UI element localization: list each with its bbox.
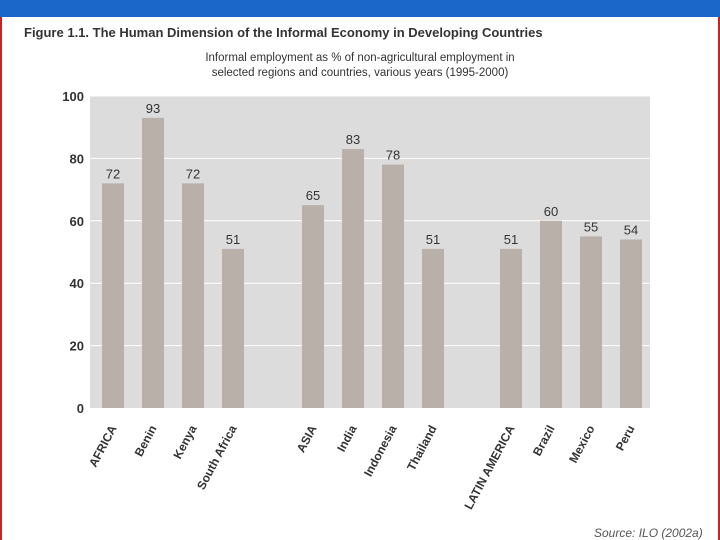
x-tick-label: Mexico [566, 423, 597, 465]
chart-subtitle: Informal employment as % of non-agricult… [170, 51, 550, 81]
data-label: 78 [386, 148, 400, 163]
figure-title: Figure 1.1. The Human Dimension of the I… [24, 25, 543, 40]
data-label: 55 [584, 219, 598, 234]
x-tick-label: AFRICA [86, 423, 120, 470]
subtitle-line-1: Informal employment as % of non-agricult… [205, 52, 515, 64]
data-label: 54 [624, 223, 638, 238]
data-labels: 72 93 72 51 65 83 78 51 51 60 55 54 [106, 101, 638, 247]
bar [302, 205, 324, 408]
data-label: 51 [426, 232, 440, 247]
y-tick-label: 0 [77, 401, 84, 416]
data-label: 51 [226, 232, 240, 247]
x-tick-label: LATIN AMERICA [461, 423, 517, 512]
bar [142, 117, 164, 408]
source-note: Source: ILO (2002a) [594, 526, 703, 540]
data-label: 51 [504, 232, 518, 247]
y-tick-label: 40 [70, 276, 84, 291]
data-label: 60 [544, 204, 558, 219]
y-tick-label: 60 [70, 214, 84, 229]
y-axis-ticks: 0 20 40 60 80 100 [62, 89, 84, 416]
bar [422, 248, 444, 408]
bar [342, 149, 364, 409]
x-tick-label: Peru [613, 423, 638, 453]
x-tick-label: Indonesia [361, 423, 400, 479]
data-label: 72 [106, 166, 120, 181]
x-tick-label: South Africa [194, 423, 240, 492]
y-tick-label: 100 [62, 89, 84, 104]
bar [540, 220, 562, 408]
subtitle-line-2: selected regions and countries, various … [211, 67, 509, 79]
x-tick-label: Thailand [404, 423, 440, 473]
bar [222, 248, 244, 408]
data-label: 93 [146, 101, 160, 116]
y-tick-label: 20 [70, 339, 84, 354]
x-tick-label: India [334, 423, 360, 455]
x-tick-label: ASIA [294, 423, 320, 455]
x-tick-label: Brazil [530, 423, 558, 458]
bar [182, 183, 204, 408]
bar [500, 248, 522, 408]
data-label: 65 [306, 188, 320, 203]
bar [102, 183, 124, 408]
bar [382, 164, 404, 408]
x-tick-label: Benin [132, 423, 160, 459]
data-label: 72 [186, 166, 200, 181]
data-label: 83 [346, 132, 360, 147]
y-tick-label: 80 [70, 151, 84, 166]
plot-background [90, 96, 650, 408]
bar [620, 239, 642, 408]
bars [102, 117, 642, 409]
top-bar [0, 0, 720, 17]
bar [580, 236, 602, 408]
x-tick-label: Kenya [170, 423, 199, 462]
